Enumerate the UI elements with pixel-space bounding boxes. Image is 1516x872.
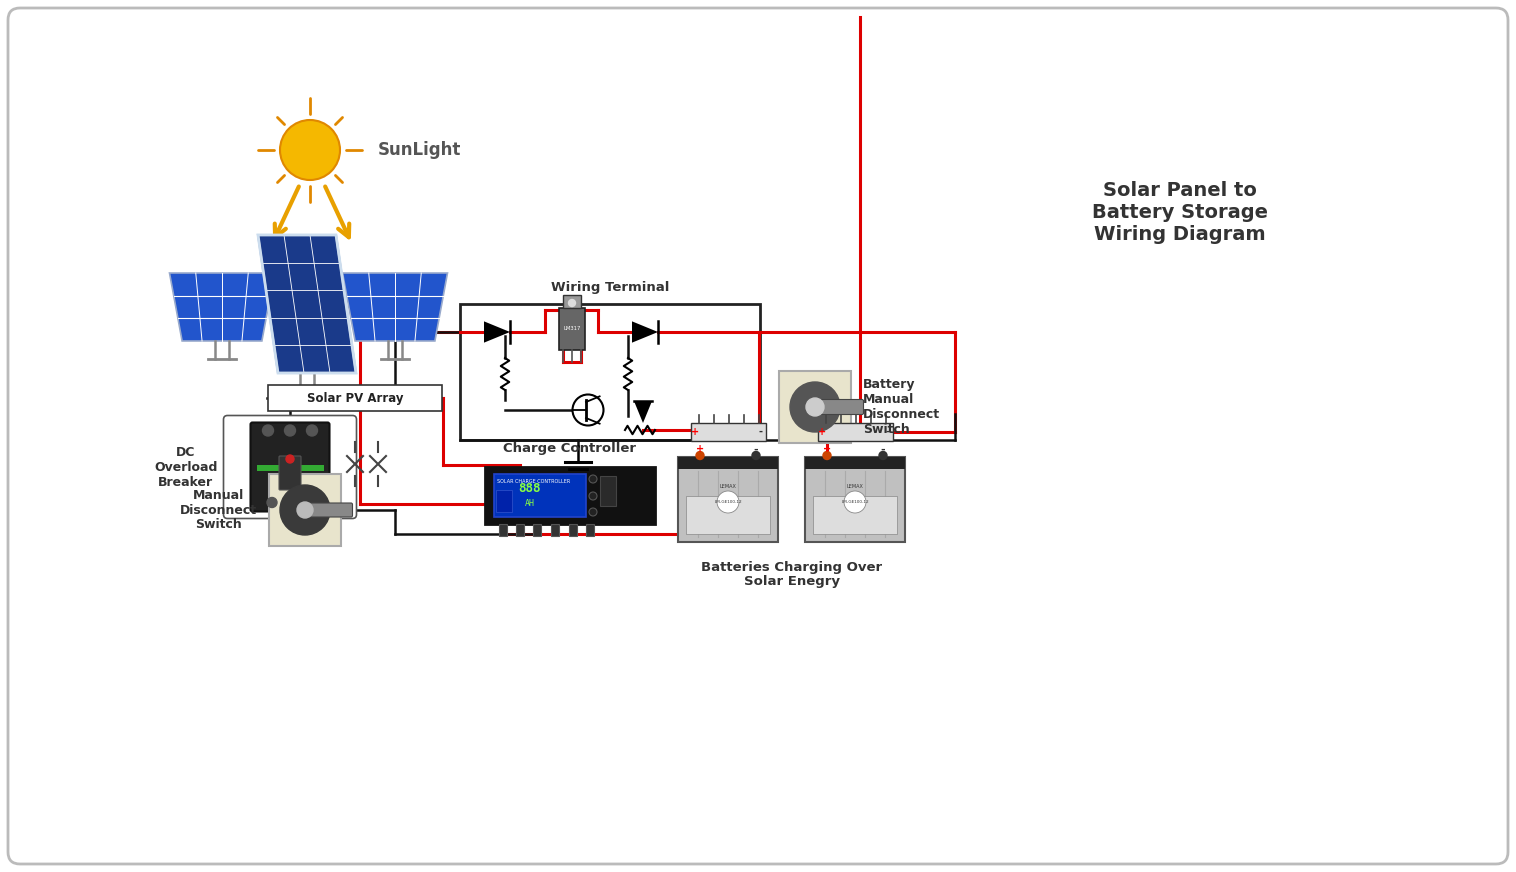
Polygon shape <box>634 401 652 423</box>
Bar <box>678 458 778 469</box>
Circle shape <box>280 120 340 180</box>
Polygon shape <box>632 322 658 343</box>
Bar <box>813 496 897 535</box>
Circle shape <box>590 508 597 516</box>
Text: +: + <box>819 427 826 437</box>
Text: +: + <box>696 445 703 454</box>
Text: 888: 888 <box>518 481 541 494</box>
Bar <box>690 423 766 441</box>
FancyBboxPatch shape <box>678 458 778 542</box>
Bar <box>562 295 581 308</box>
Bar <box>559 308 585 350</box>
Circle shape <box>303 498 312 508</box>
Text: AH: AH <box>525 499 535 508</box>
FancyBboxPatch shape <box>494 474 587 517</box>
Circle shape <box>297 502 312 518</box>
Circle shape <box>267 498 277 508</box>
Text: LEMAX: LEMAX <box>720 483 737 488</box>
Polygon shape <box>343 273 447 341</box>
FancyBboxPatch shape <box>268 385 443 411</box>
Bar <box>587 524 594 536</box>
FancyBboxPatch shape <box>819 399 864 414</box>
FancyBboxPatch shape <box>268 474 341 546</box>
Circle shape <box>306 425 317 436</box>
Circle shape <box>280 485 330 535</box>
FancyBboxPatch shape <box>459 304 760 440</box>
Text: Wiring Terminal: Wiring Terminal <box>550 281 669 294</box>
Text: Manual
Disconnect
Switch: Manual Disconnect Switch <box>180 488 258 532</box>
Text: DC
Overload
Breaker: DC Overload Breaker <box>155 446 217 488</box>
Circle shape <box>790 382 840 432</box>
Text: +: + <box>691 427 699 437</box>
Circle shape <box>568 299 576 306</box>
Text: +: + <box>823 445 831 454</box>
Bar <box>687 496 770 535</box>
Polygon shape <box>170 273 274 341</box>
Circle shape <box>287 455 294 463</box>
Text: SunLight: SunLight <box>377 141 461 159</box>
Bar <box>817 423 893 441</box>
Text: Batteries Charging Over
Solar Enegry: Batteries Charging Over Solar Enegry <box>700 561 882 589</box>
FancyBboxPatch shape <box>279 456 302 490</box>
Bar <box>499 524 506 536</box>
Circle shape <box>285 425 296 436</box>
FancyBboxPatch shape <box>250 423 329 512</box>
Circle shape <box>590 492 597 500</box>
Bar <box>534 524 541 536</box>
Text: LEMAX: LEMAX <box>846 483 864 488</box>
FancyBboxPatch shape <box>805 458 905 542</box>
FancyBboxPatch shape <box>779 371 850 443</box>
Bar <box>550 524 559 536</box>
Text: LM-GE100-12: LM-GE100-12 <box>714 500 741 504</box>
Text: -: - <box>881 445 885 454</box>
Text: SOLAR CHARGE CONTROLLER: SOLAR CHARGE CONTROLLER <box>497 479 570 483</box>
Text: -: - <box>885 427 890 437</box>
Circle shape <box>844 491 866 513</box>
Bar <box>568 524 578 536</box>
Circle shape <box>752 452 760 460</box>
Text: -: - <box>758 427 763 437</box>
Polygon shape <box>484 322 509 343</box>
Text: LM317: LM317 <box>564 325 581 330</box>
Text: Solar Panel to
Battery Storage
Wiring Diagram: Solar Panel to Battery Storage Wiring Di… <box>1092 181 1267 243</box>
Bar <box>515 524 525 536</box>
FancyBboxPatch shape <box>485 467 655 524</box>
Bar <box>256 465 323 471</box>
Text: Battery
Manual
Disconnect
Switch: Battery Manual Disconnect Switch <box>863 378 940 436</box>
Circle shape <box>590 475 597 483</box>
Circle shape <box>262 425 273 436</box>
Circle shape <box>573 394 603 426</box>
Polygon shape <box>258 235 356 373</box>
Circle shape <box>823 452 831 460</box>
Text: -: - <box>753 445 758 454</box>
Bar <box>600 476 615 506</box>
Text: Charge Controller: Charge Controller <box>503 442 637 455</box>
FancyBboxPatch shape <box>8 8 1508 864</box>
Text: LM-GE100-12: LM-GE100-12 <box>841 500 869 504</box>
Circle shape <box>807 398 825 416</box>
Bar <box>805 458 905 469</box>
Circle shape <box>717 491 738 513</box>
Circle shape <box>879 452 887 460</box>
Text: Solar PV Array: Solar PV Array <box>306 392 403 405</box>
FancyBboxPatch shape <box>308 503 353 517</box>
Circle shape <box>696 452 703 460</box>
Bar <box>496 490 512 512</box>
FancyBboxPatch shape <box>223 415 356 519</box>
